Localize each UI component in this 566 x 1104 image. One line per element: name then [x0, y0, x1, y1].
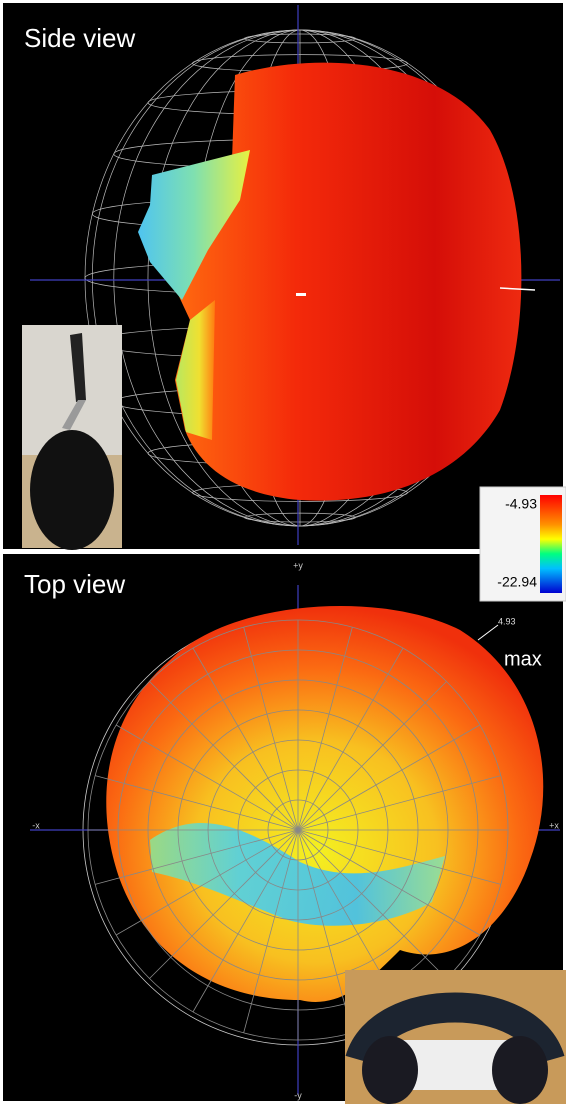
max-value: 4.93	[498, 616, 516, 626]
panel-label: Top view	[24, 569, 125, 599]
side-photo	[22, 325, 122, 550]
grid-spoke	[297, 627, 353, 831]
axis-label: -y	[294, 1090, 302, 1100]
grid-spoke	[297, 724, 481, 831]
axis-label: +y	[293, 560, 303, 570]
grid-spoke	[192, 829, 299, 1013]
grid-spoke	[115, 724, 299, 831]
grid-spoke	[297, 681, 447, 831]
colorbar-min: -22.94	[497, 574, 537, 590]
grid-spoke	[192, 647, 299, 831]
origin-mark	[296, 293, 306, 296]
parallel	[244, 512, 356, 523]
axis-label: +x	[549, 820, 559, 830]
grid-spoke	[297, 829, 501, 885]
grid-spoke	[297, 829, 481, 936]
top-photo	[345, 970, 566, 1104]
side-pattern-low	[138, 150, 250, 300]
grid-spoke	[297, 829, 353, 1033]
max-label: max	[504, 648, 542, 670]
parallel	[244, 33, 356, 44]
side-pattern	[175, 62, 522, 501]
side-arrow	[499, 287, 536, 291]
grid-spoke	[297, 647, 404, 831]
top-pattern-low	[150, 823, 445, 926]
top-grid	[87, 619, 509, 1041]
grid-spoke	[297, 829, 447, 979]
grid-spoke	[243, 829, 299, 1033]
grid-spoke	[149, 681, 299, 831]
colorbar	[540, 495, 562, 593]
grid-spoke	[243, 627, 299, 831]
colorbar-max: -4.93	[505, 496, 537, 512]
grid-spoke	[115, 829, 299, 936]
max-arrow	[477, 624, 499, 641]
side-pattern-edge	[176, 300, 215, 440]
axis-label: -x	[32, 820, 40, 830]
grid-spoke	[149, 829, 299, 979]
panel-label: Side view	[24, 23, 135, 53]
grid-spoke	[95, 829, 299, 885]
grid-spoke	[95, 775, 299, 831]
grid-spoke	[297, 775, 501, 831]
